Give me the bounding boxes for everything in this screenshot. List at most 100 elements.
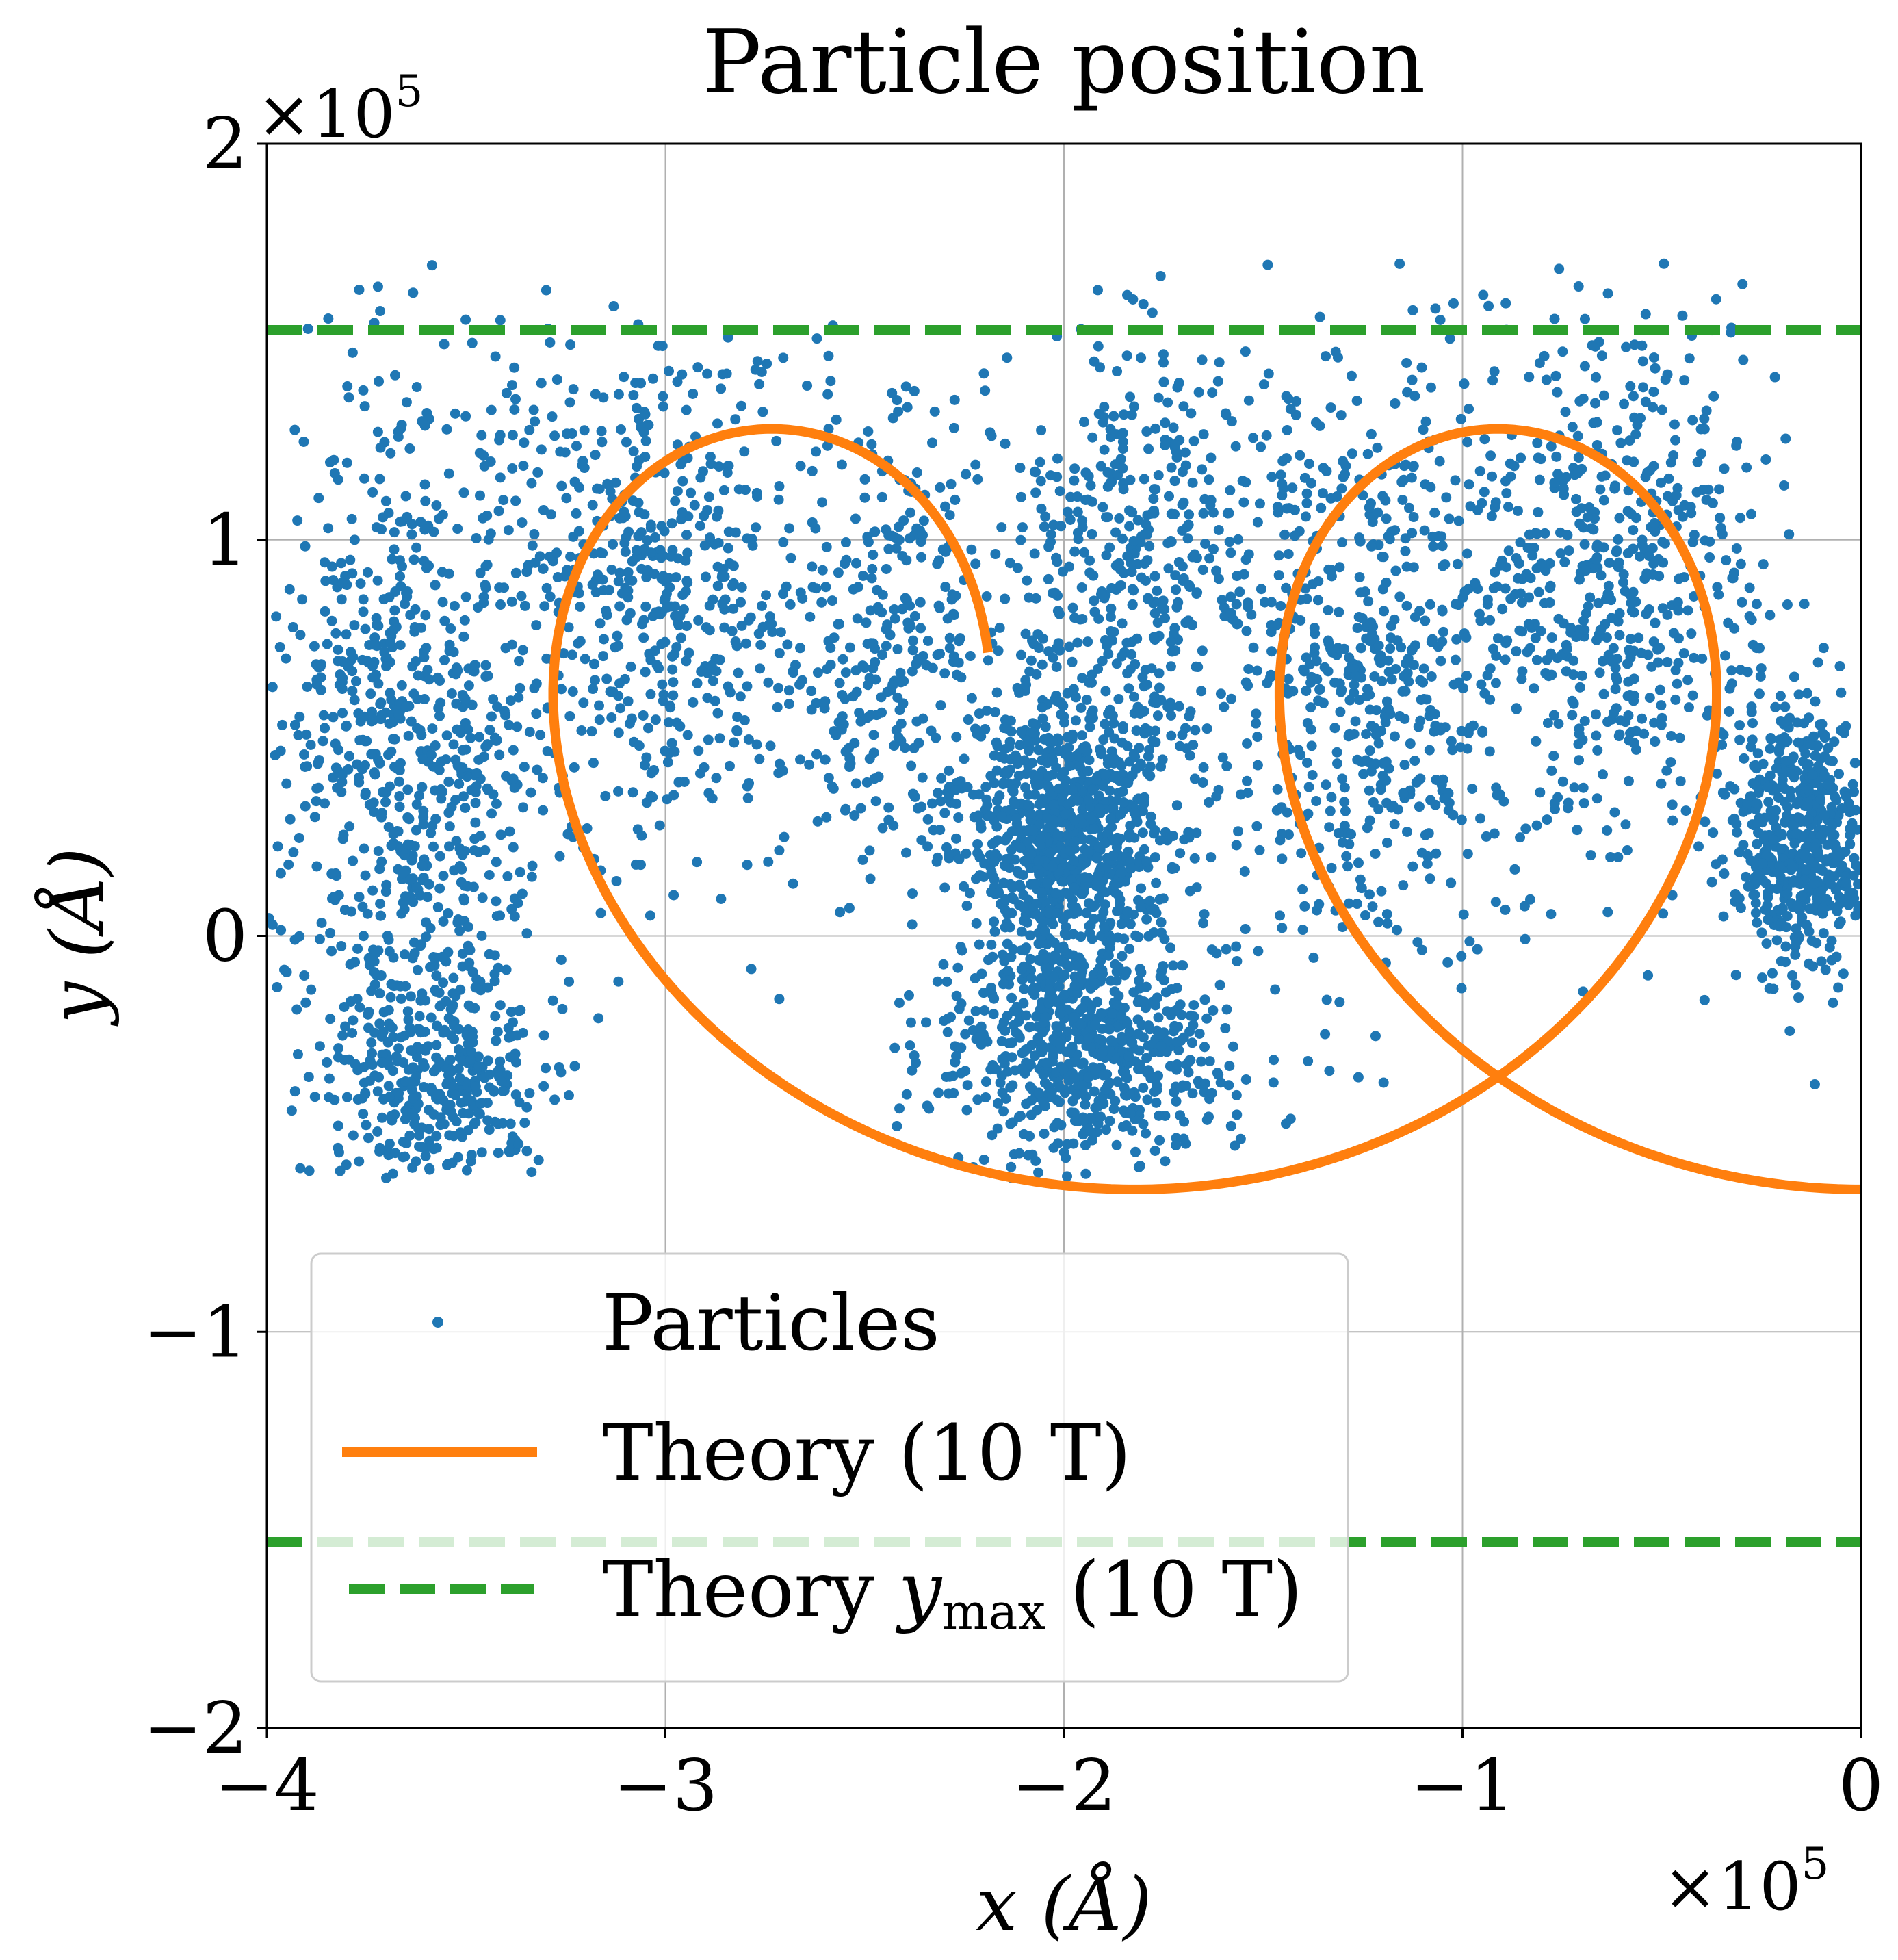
particle-point-258 (476, 430, 487, 441)
particle-point-1688 (836, 459, 847, 470)
particle-point-4900 (1582, 512, 1593, 523)
particle-point-912 (449, 1033, 460, 1044)
particle-point-1648 (816, 597, 827, 608)
particle-point-512 (274, 642, 285, 653)
particle-point-1741 (788, 878, 798, 889)
particle-point-3581 (1155, 270, 1166, 281)
particle-point-551 (400, 701, 411, 712)
particle-point-4450 (1275, 835, 1286, 846)
particle-point-316 (406, 716, 417, 727)
particle-point-478 (569, 1061, 580, 1072)
particle-point-4770 (1656, 477, 1667, 488)
particle-point-3478 (1150, 423, 1161, 434)
particle-point-726 (446, 801, 457, 812)
particle-point-4229 (1425, 795, 1436, 805)
particle-point-2422 (1034, 818, 1045, 829)
particle-point-1192 (519, 762, 530, 773)
particle-point-4467 (1610, 684, 1621, 695)
particle-point-4655 (1650, 617, 1661, 628)
particle-point-3762 (1154, 668, 1165, 679)
particle-point-3984 (1381, 756, 1392, 767)
particle-point-1010 (484, 1069, 495, 1080)
particle-point-3511 (1092, 285, 1103, 296)
particle-point-623 (433, 513, 444, 524)
particle-point-2674 (1015, 649, 1026, 660)
particle-point-1223 (619, 372, 629, 383)
particle-point-442 (337, 708, 348, 719)
particle-point-1381 (712, 511, 723, 522)
particle-point-335 (328, 772, 339, 783)
particle-point-4855 (1512, 573, 1523, 584)
particle-point-580 (316, 918, 327, 929)
particle-point-4425 (1305, 702, 1316, 713)
particle-point-1769 (966, 693, 977, 704)
particle-point-3625 (1069, 475, 1080, 486)
particle-point-1595 (736, 582, 747, 593)
particle-point-176 (347, 686, 358, 697)
particle-point-1795 (864, 673, 875, 684)
particle-point-2242 (1191, 827, 1202, 838)
particle-point-2727 (1063, 909, 1074, 920)
particle-point-1888 (887, 387, 898, 398)
particle-point-4239 (1319, 662, 1330, 673)
particle-point-4344 (1289, 504, 1300, 515)
particle-point-1690 (1029, 548, 1040, 559)
particle-point-3148 (903, 990, 914, 1001)
particle-point-3642 (1106, 603, 1117, 614)
particle-point-3188 (970, 973, 980, 984)
particle-point-918 (341, 1159, 352, 1170)
particle-point-944 (414, 1011, 425, 1022)
particle-point-552 (367, 944, 378, 955)
particle-point-3671 (1048, 652, 1058, 663)
particle-point-961 (378, 1027, 389, 1037)
particle-point-332 (366, 1037, 377, 1048)
particle-point-4254 (1440, 559, 1451, 570)
particle-point-3603 (1162, 701, 1173, 712)
particle-point-466 (525, 787, 536, 798)
particle-point-3432 (941, 1071, 952, 1082)
particle-point-4741 (1486, 511, 1497, 521)
particle-point-4682 (1544, 597, 1555, 608)
particle-point-418 (387, 554, 398, 565)
particle-point-1662 (993, 645, 1004, 656)
particle-point-3617 (1082, 636, 1093, 647)
particle-point-509 (330, 628, 341, 639)
particle-point-1699 (907, 635, 918, 646)
particle-point-2547 (1064, 760, 1075, 771)
particle-point-805 (355, 578, 366, 589)
particle-point-4842 (1596, 350, 1607, 361)
particle-point-2459 (1118, 797, 1129, 808)
particle-point-4964 (1525, 573, 1536, 584)
particle-point-3830 (1186, 408, 1197, 419)
particle-point-75 (507, 463, 518, 474)
particle-point-4390 (1243, 787, 1253, 798)
particle-point-4225 (1296, 848, 1307, 859)
particle-point-3129 (1133, 1161, 1144, 1172)
particle-point-813 (329, 467, 340, 478)
particle-point-4848 (1660, 374, 1671, 385)
particle-point-4615 (1524, 894, 1535, 905)
particle-point-4072 (1248, 433, 1259, 443)
particle-point-89 (478, 513, 489, 524)
particle-point-3455 (1076, 1019, 1087, 1030)
particle-point-641 (407, 953, 418, 964)
particle-point-3030 (1223, 1080, 1234, 1091)
particle-point-3176 (1154, 1135, 1165, 1146)
particle-point-4606 (1487, 471, 1498, 482)
particle-point-397 (458, 893, 469, 904)
particle-point-248 (438, 977, 449, 988)
particle-point-4449 (1332, 352, 1343, 363)
particle-point-584 (270, 750, 281, 761)
particle-point-4511 (1731, 543, 1742, 554)
particle-point-2653 (1022, 736, 1033, 747)
particle-point-1230 (545, 591, 556, 602)
particle-point-1344 (623, 696, 634, 707)
particle-point-1283 (638, 427, 649, 438)
particle-point-2025 (922, 814, 933, 825)
particle-point-4160 (1311, 656, 1322, 667)
particle-point-4006 (1169, 508, 1180, 519)
particle-point-4423 (1429, 726, 1440, 737)
particle-point-2641 (1060, 809, 1071, 820)
particle-point-4936 (1615, 715, 1626, 726)
particle-point-4748 (1459, 586, 1470, 597)
